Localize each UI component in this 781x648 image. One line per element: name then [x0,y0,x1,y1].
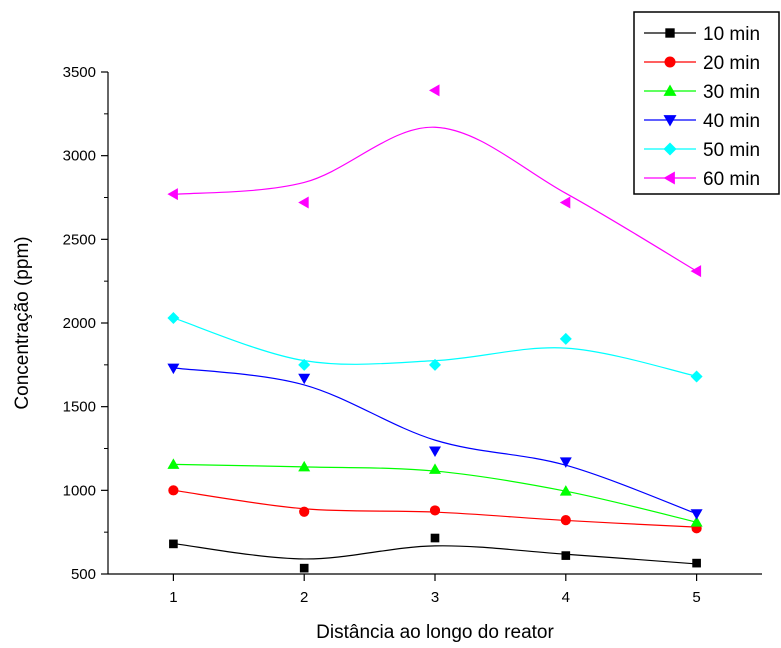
data-point-10-min [299,563,309,573]
chart-legend: 10 min 20 min 30 min 40 min 50 min 60 min [633,11,780,195]
data-point-20-min [560,515,571,526]
x-tick-label: 1 [169,589,177,606]
y-tick-label: 500 [71,566,96,583]
fit-line-60-min [173,126,697,272]
y-tick-label: 3000 [63,148,96,165]
legend-label: 10 min [703,24,760,45]
legend-label: 40 min [703,111,760,132]
data-point-30-min [429,463,441,474]
data-point-40-min [298,373,311,385]
legend-box [633,11,780,195]
y-tick-label: 1000 [63,482,96,499]
x-tick-label: 2 [300,589,308,606]
data-point-60-min [167,188,178,201]
data-point-50-min [429,358,441,371]
data-point-10-min [430,533,440,543]
x-tick-label: 4 [562,589,570,606]
legend-label: 50 min [703,140,760,161]
legend-marker [663,84,677,96]
legend-marker [663,115,677,127]
data-markers [167,84,703,573]
y-tick-label: 2500 [63,231,96,248]
y-tick-label: 3500 [63,64,96,81]
data-point-40-min [429,446,441,458]
data-point-60-min [559,196,571,209]
data-point-20-min [429,505,441,516]
x-tick-label: 5 [692,589,700,606]
data-point-50-min [559,332,572,345]
data-point-60-min [298,196,309,209]
x-axis-title: Distância ao longo do reator [316,622,554,643]
data-point-40-min [559,457,572,468]
fit-line-10-min [173,542,697,565]
data-point-30-min [690,516,703,527]
data-point-30-min [298,460,311,472]
legend-label: 60 min [703,169,760,190]
data-point-10-min [692,558,701,568]
data-point-50-min [298,358,311,371]
fit-lines [173,126,697,565]
data-point-50-min [690,370,703,383]
data-point-60-min [429,84,440,97]
legend-label: 30 min [703,82,760,103]
data-point-20-min [168,485,179,496]
data-point-50-min [167,311,180,324]
plot-axes: 1 2 3 4 5 500 1000 1500 2000 2500 3000 3500 [63,64,762,606]
x-tick-label: 3 [431,589,439,606]
data-point-60-min [690,265,702,278]
legend-marker [664,56,676,68]
legend-marker [665,28,675,38]
data-point-10-min [561,551,571,560]
data-point-40-min [690,509,703,520]
data-point-20-min [299,506,310,517]
data-point-10-min [169,539,178,549]
data-point-30-min [167,458,180,469]
y-axis-title: Concentração (ppm) [12,236,33,409]
y-tick-label: 1500 [63,399,96,416]
data-point-40-min [167,363,180,375]
legend-marker [663,142,677,156]
legend-marker [663,171,675,185]
data-point-30-min [559,485,572,496]
y-tick-label: 2000 [63,315,96,332]
legend-label: 20 min [703,53,760,74]
fit-line-40-min [173,367,697,515]
